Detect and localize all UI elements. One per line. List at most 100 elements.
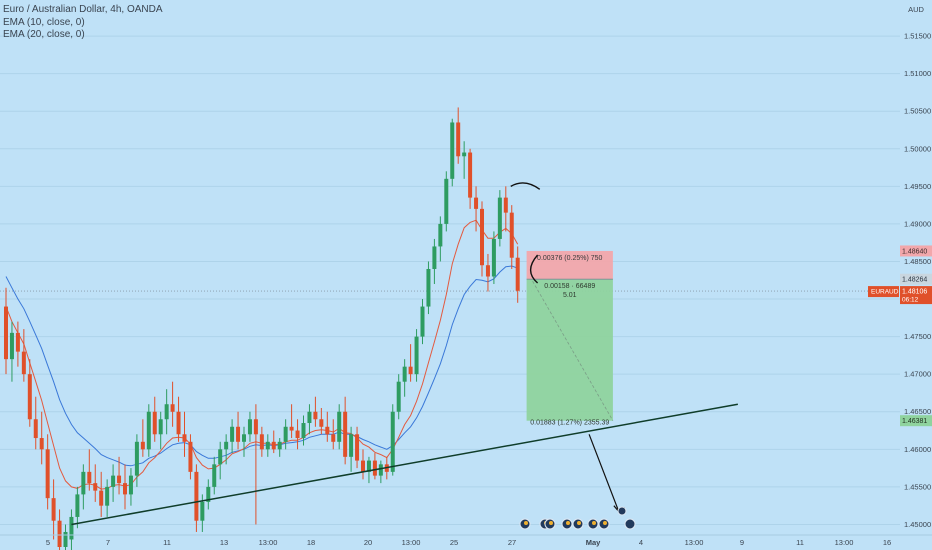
- event-icon: [617, 506, 627, 516]
- candle: [4, 287, 8, 375]
- candle: [325, 411, 330, 442]
- candle-body: [396, 381, 401, 412]
- candle: [33, 396, 38, 450]
- candle-body: [99, 490, 104, 506]
- candle-body: [39, 438, 44, 450]
- candle-body: [81, 471, 86, 495]
- entry-label-qty: 5.01: [563, 292, 577, 299]
- candle: [277, 438, 282, 457]
- candle: [485, 253, 490, 292]
- event-icon: [587, 518, 599, 530]
- candle-body: [283, 426, 288, 442]
- candle-body: [450, 122, 455, 179]
- candle: [182, 411, 187, 457]
- position-tool[interactable]: [526, 250, 614, 421]
- candle: [39, 411, 44, 465]
- stop-level-tag: 1.48640: [902, 248, 927, 255]
- time-tick-label: 25: [450, 538, 458, 547]
- candle: [289, 404, 294, 439]
- events-row[interactable]: [519, 506, 636, 530]
- candle-body: [140, 441, 145, 450]
- stop-label: 0.00376 (0.25%) 750: [537, 255, 602, 262]
- position-path-line: [532, 281, 614, 421]
- candle: [206, 479, 211, 510]
- candle: [75, 486, 80, 529]
- candle-body: [438, 223, 443, 247]
- candle: [319, 407, 324, 435]
- time-tick-label: 4: [639, 538, 643, 547]
- time-tick-label: 13:00: [259, 538, 278, 547]
- entry-level-tag: 1.48264: [902, 277, 927, 284]
- indicator-ema20[interactable]: EMA (20, close, 0): [3, 29, 85, 40]
- candle: [9, 321, 14, 382]
- candle-body: [432, 246, 437, 269]
- symbol-title[interactable]: Euro / Australian Dollar, 4h, OANDA: [3, 4, 163, 15]
- arc-annotation: [510, 182, 541, 190]
- target-level-tag-bg: [900, 415, 932, 427]
- candle: [57, 509, 62, 550]
- candle: [396, 374, 401, 420]
- price-tick-label: 1.49500: [904, 182, 931, 191]
- candle-body: [188, 441, 193, 472]
- candle: [63, 524, 68, 550]
- candle-body: [93, 483, 98, 491]
- price-tick-label: 1.50500: [904, 107, 931, 116]
- time-axis[interactable]: 5 7 11 13 13:00 18 20 13:00 25 27 May 4 13:00 9 11 13:0…: [0, 534, 932, 547]
- time-tick-label: 13: [220, 538, 228, 547]
- candle: [509, 205, 514, 269]
- event-icon: [572, 518, 584, 530]
- indicator-ema10[interactable]: EMA (10, close, 0): [3, 16, 85, 28]
- candle: [158, 411, 163, 450]
- stop-loss-zone: [526, 250, 613, 280]
- price-tick-label: 1.47000: [904, 370, 931, 379]
- candle-body: [69, 516, 74, 540]
- candle-body: [21, 351, 26, 375]
- candle-body: [212, 464, 217, 487]
- event-icon: [544, 518, 556, 530]
- time-tick-label: 11: [163, 538, 171, 547]
- symbol-tag-bg: [868, 286, 899, 298]
- event-icon-dot: [577, 521, 581, 525]
- candle-body: [146, 411, 151, 450]
- candle: [480, 201, 484, 277]
- candle-body: [468, 152, 473, 198]
- candle: [236, 411, 241, 450]
- candle-body: [111, 475, 116, 487]
- price-tick-label: 1.45500: [904, 482, 931, 491]
- candle-body: [456, 122, 461, 157]
- candle-body: [307, 411, 312, 424]
- event-icon: [561, 518, 573, 530]
- price-axis[interactable]: AUD 1.51500 1.51000 1.50500 1.50000 1.49500 1.…: [868, 5, 932, 529]
- price-tick-label: 1.50000: [904, 144, 931, 153]
- target-level-tag: 1.46381: [902, 418, 927, 425]
- candle: [212, 456, 217, 495]
- candle: [420, 299, 425, 345]
- candle-body: [128, 475, 133, 495]
- candle: [426, 261, 431, 315]
- candle: [378, 460, 383, 484]
- candle-body: [390, 411, 395, 472]
- candle: [117, 456, 122, 495]
- candle: [253, 404, 258, 525]
- candle: [27, 359, 32, 427]
- position-labels: 0.00376 (0.25%) 750 0.00158 · 66489 5.01 0.…: [530, 255, 609, 427]
- candle-body: [515, 257, 520, 291]
- candle: [123, 464, 127, 510]
- drawings[interactable]: [71, 182, 738, 526]
- candle-body: [75, 494, 80, 517]
- candle-body: [491, 238, 496, 277]
- candle-body: [462, 152, 467, 157]
- price-tick-label: 1.48500: [904, 257, 931, 266]
- candle: [69, 509, 74, 550]
- candle-body: [474, 197, 479, 209]
- candle-body: [51, 498, 56, 521]
- time-tick-label: 13:00: [685, 538, 704, 547]
- candle-body: [4, 306, 8, 360]
- candle: [93, 464, 98, 502]
- candle: [247, 411, 252, 442]
- candle: [230, 419, 235, 454]
- event-icon-dot: [524, 521, 528, 525]
- candle-body: [253, 419, 258, 435]
